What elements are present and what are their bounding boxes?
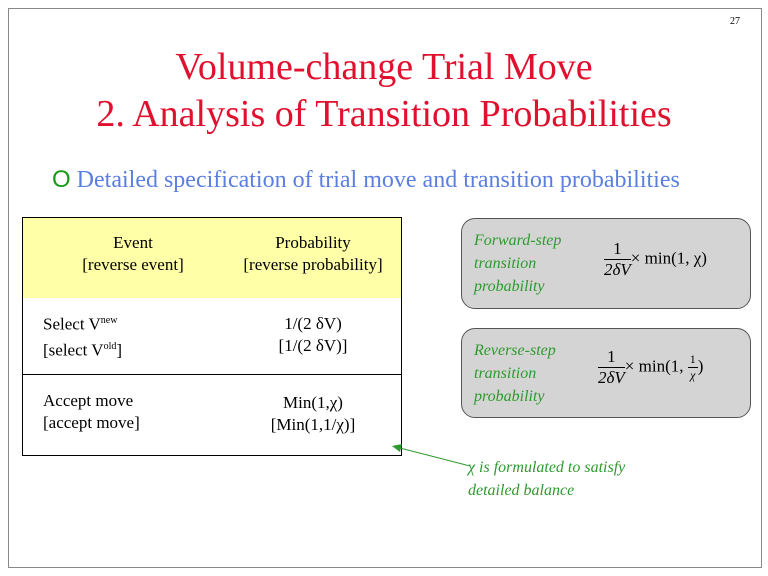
bullet-marker: O [52, 166, 71, 193]
title-line: 2. Analysis of Transition Probabilities [96, 93, 672, 135]
cell: 1/(2 δV) [1/(2 δV)] [223, 313, 403, 357]
formula: 1 2δV × min(1, χ) [604, 239, 707, 280]
label-line: transition [474, 255, 537, 272]
cell-text: [reverse probability] [243, 255, 383, 274]
superscript: new [100, 315, 118, 326]
denominator: 2δV [604, 260, 631, 279]
formula-text: × min(1, [624, 356, 688, 376]
formula-text: × min(1, χ) [630, 248, 707, 268]
cell-text: Accept move [43, 391, 134, 410]
formula: 1 2δV × min(1, 1 χ) [598, 347, 703, 388]
cell-text: ] [116, 340, 123, 360]
cell-text: Select Vnew [43, 310, 122, 336]
formula-box: Reverse-step transition probability 1 2δV × … [461, 328, 751, 418]
cell-text: [1/(2 δV)] [278, 336, 348, 355]
cell-text: [select V [43, 340, 104, 360]
arrow-line [399, 447, 471, 467]
label-line: probability [474, 388, 545, 405]
cell: Accept move [accept move] [43, 390, 140, 434]
denominator: 2δV [598, 368, 625, 387]
cell-text: [reverse event] [82, 255, 184, 274]
title-line: Volume-change Trial Move [175, 46, 593, 88]
row-divider [23, 374, 401, 375]
fraction: 1 2δV [598, 347, 625, 388]
cell: Select Vnew [select Vold] [43, 310, 122, 361]
cell-text: [accept move] [43, 413, 140, 432]
box-label: Reverse-step transition probability [474, 339, 556, 408]
bullet-text: Detailed specification of trial move and… [76, 167, 680, 193]
formula-text: ) [697, 356, 704, 376]
label-line: Forward-step [474, 232, 562, 249]
cell-text: [Min(1,1/χ)] [270, 415, 356, 434]
annotation: χ is formulated to satisfy detailed balan… [468, 456, 625, 502]
table: Event [reverse event] Probability [reverse… [22, 217, 402, 456]
label-line: Reverse-step [474, 342, 556, 359]
numerator: 1 [604, 239, 631, 260]
table-header [23, 218, 401, 298]
header-cell: Probability [reverse probability] [223, 232, 403, 276]
label-line: probability [474, 278, 545, 295]
numerator: 1 [687, 352, 698, 368]
annotation-line: χ is formulated to satisfy [468, 459, 626, 476]
slide [8, 8, 762, 568]
cell-text: 1/(2 δV) [284, 314, 342, 333]
box-label: Forward-step transition probability [474, 229, 561, 298]
annotation-line: detailed balance [468, 482, 575, 499]
cell-text: Event [113, 233, 153, 252]
numerator: 1 [598, 347, 625, 368]
cell-text: Min(1,χ) [283, 393, 343, 412]
formula-box: Forward-step transition probability 1 2δV × … [461, 218, 751, 309]
title: Volume-change Trial Move 2. Analysis of … [0, 44, 768, 138]
cell-text: Select V [43, 314, 101, 334]
superscript: old [103, 340, 117, 352]
cell-text: Probability [275, 233, 351, 252]
arrow-head [392, 444, 402, 452]
page-number: 27 [730, 16, 740, 27]
fraction: 1 2δV [604, 239, 631, 280]
bullet: O Detailed specification of trial move a… [52, 166, 680, 194]
denominator: χ [690, 368, 696, 382]
label-line: transition [474, 365, 537, 382]
cell: Min(1,χ) [Min(1,1/χ)] [223, 392, 403, 436]
header-cell: Event [reverse event] [53, 232, 213, 276]
cell-text: [select Vold] [43, 336, 122, 362]
